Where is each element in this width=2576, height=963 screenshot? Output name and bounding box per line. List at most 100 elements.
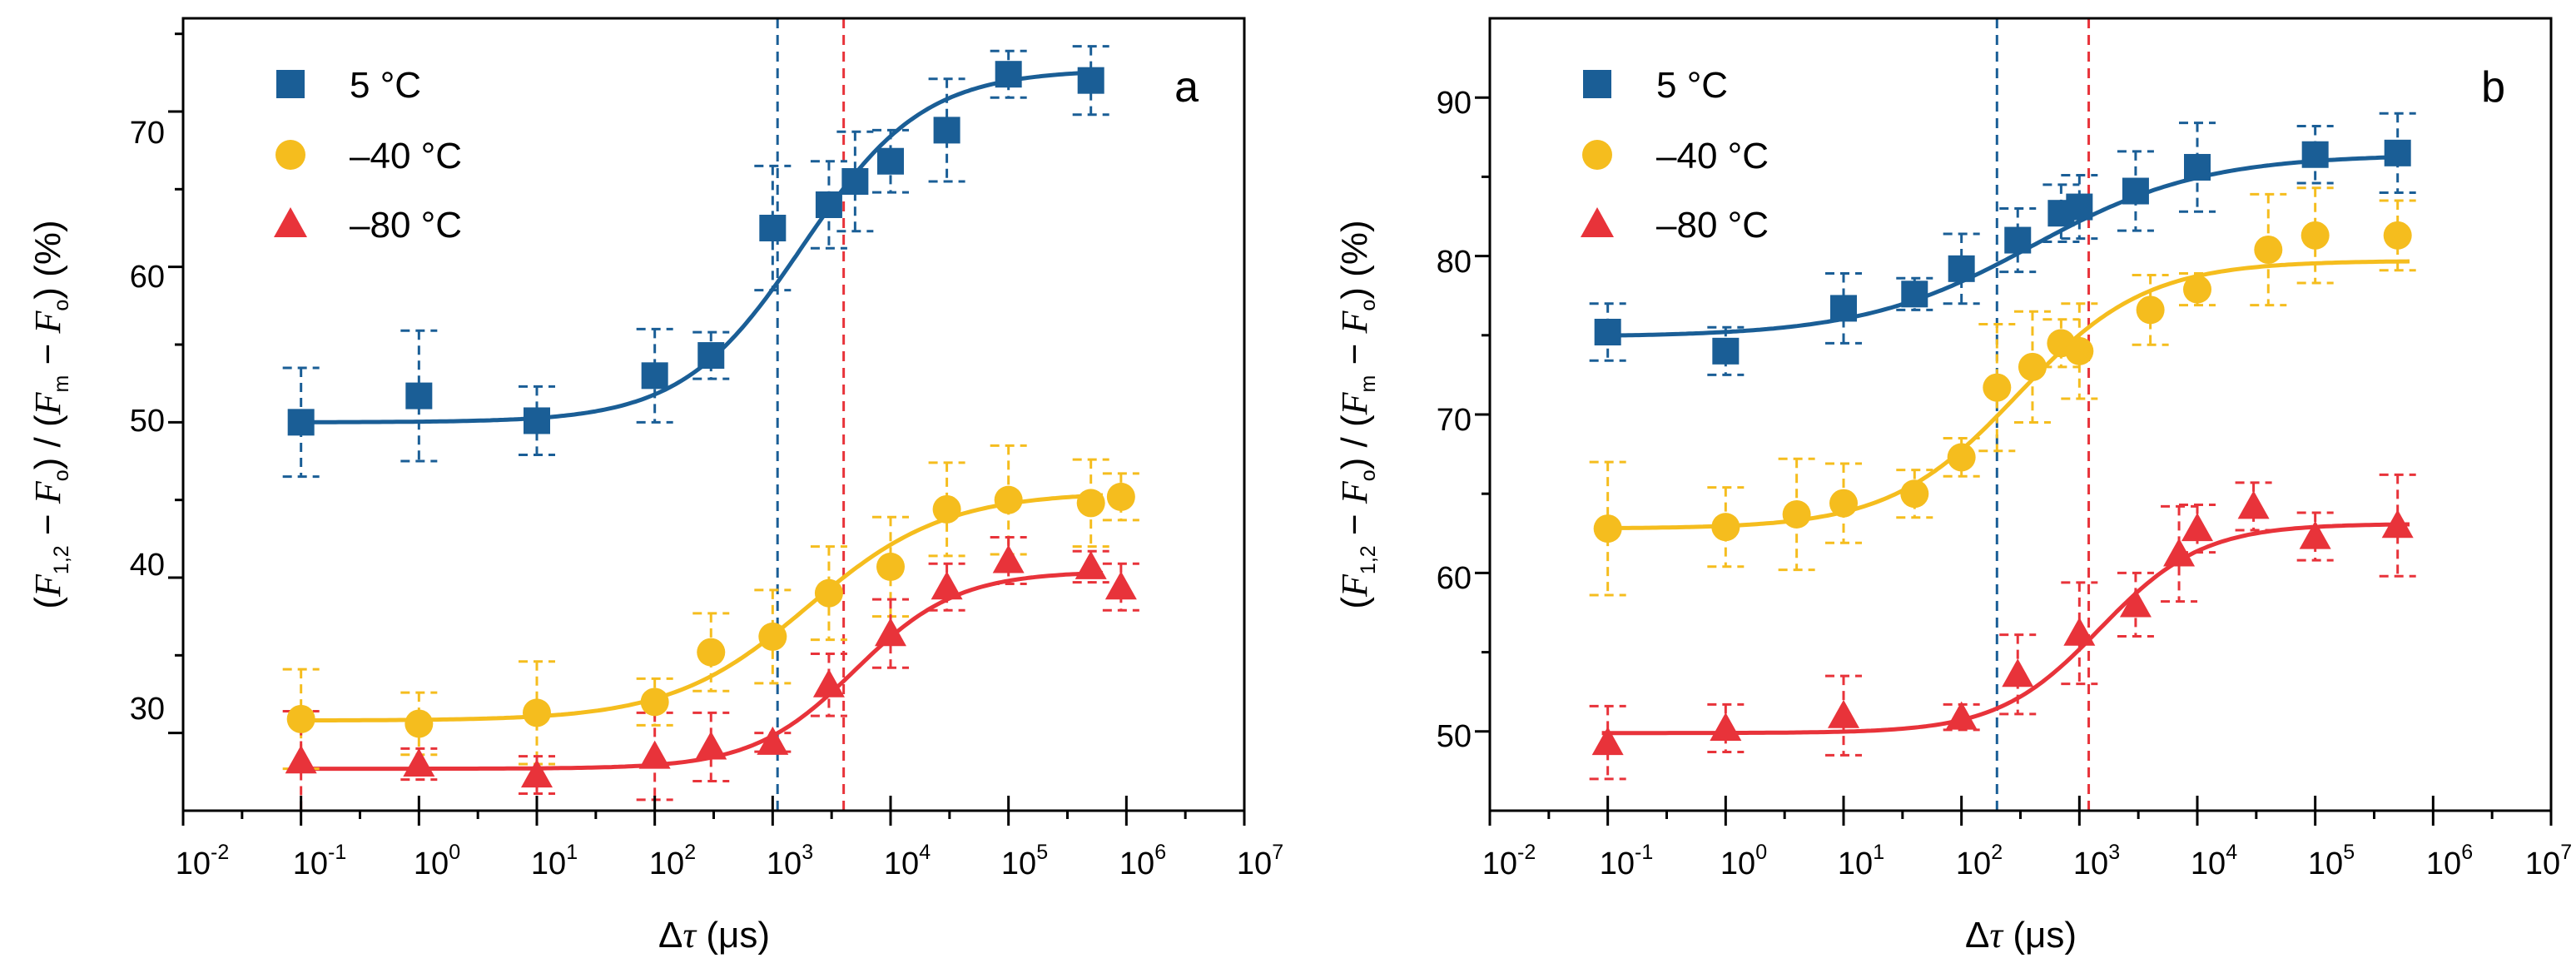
data-point: [2066, 193, 2093, 221]
data-point: [2163, 538, 2196, 567]
data-point: [1828, 699, 1859, 728]
legend-marker: [275, 140, 305, 170]
data-point: [1106, 482, 1135, 511]
data-point: [640, 688, 669, 717]
y-tick-labels: 50 60 70 80 90: [1437, 86, 1472, 754]
data-point: [841, 168, 869, 195]
fit-curve: [1601, 522, 2410, 736]
data-point: [1830, 295, 1857, 322]
x-tick-label: 106: [2426, 841, 2473, 881]
data-point: [1983, 373, 2012, 402]
data-point: [2136, 295, 2165, 325]
data-point: [405, 709, 434, 738]
y-tick-label: 70: [1437, 403, 1472, 438]
data-point: [2119, 588, 2152, 618]
data-point: [1945, 701, 1978, 730]
data-point: [697, 638, 726, 667]
data-point: [2002, 658, 2034, 688]
x-tick-label: 102: [649, 841, 696, 881]
x-axis-title: Δτ (μs): [1965, 915, 2077, 956]
data-point: [523, 698, 551, 727]
legend-label: 5 °C: [350, 65, 421, 106]
y-tick-label: 30: [130, 692, 165, 727]
legend: 5 °C –40 °C –80 °C: [274, 65, 462, 246]
fit-curves: [295, 70, 1104, 772]
x-tick-label: 10-1: [1600, 841, 1654, 881]
panel-letter: b: [2481, 63, 2505, 112]
data-point: [875, 618, 906, 647]
data-point: [2254, 235, 2283, 264]
data-point: [287, 409, 315, 436]
x-tick-label: 101: [531, 841, 578, 881]
data-point: [2299, 520, 2331, 549]
axis-ticks: [168, 32, 1246, 826]
y-axis-title: (F1,2 − Fo) / (Fm − Fo) (%): [27, 220, 73, 608]
data-point: [1075, 550, 1107, 579]
data-point: [524, 407, 550, 434]
data-point: [1948, 255, 1975, 282]
data-point: [2301, 141, 2329, 168]
data-point: [285, 745, 317, 774]
legend-label: –40 °C: [1656, 136, 1769, 176]
data-point: [638, 740, 671, 769]
y-tick-label: 40: [130, 548, 165, 583]
y-tick-label: 50: [1437, 719, 1472, 754]
x-tick-labels: 10-2 10-1 100 101 102 103 104 105 106 10…: [1482, 841, 2572, 881]
x-tick-label: 104: [2191, 841, 2237, 881]
legend-label: –40 °C: [350, 136, 462, 176]
data-point: [697, 342, 725, 370]
legend-marker: [274, 207, 307, 237]
x-tick-label: 10-2: [1482, 841, 1536, 881]
axis-ticks: [1475, 96, 2553, 826]
fit-curve: [295, 570, 1104, 772]
data-point: [2183, 275, 2211, 304]
fit-curve: [295, 493, 1104, 723]
plot-frame: [181, 17, 1246, 812]
legend-marker: [1582, 140, 1612, 170]
data-point: [1076, 489, 1105, 518]
data-point: [1712, 337, 1740, 365]
data-point: [2301, 221, 2330, 250]
data-point: [877, 147, 904, 175]
reference-lines: [1995, 18, 2091, 811]
data-point: [931, 571, 963, 600]
data-point: [815, 191, 842, 218]
data-point: [992, 544, 1025, 573]
y-tick-label: 80: [1437, 245, 1472, 280]
y-tick-label: 90: [1437, 86, 1472, 121]
legend-marker: [276, 70, 305, 98]
data-point: [1591, 727, 1624, 756]
x-tick-label: 10-2: [176, 841, 230, 881]
x-tick-label: 105: [1001, 841, 1048, 881]
data-point: [2381, 509, 2414, 539]
data-point: [2018, 352, 2047, 381]
panel-b: 50 60 70 80 90 10-2 10-1 100 101 102 103…: [1334, 17, 2572, 956]
x-tick-label: 107: [2525, 841, 2572, 881]
data-point: [932, 494, 961, 524]
x-tick-label: 104: [884, 841, 931, 881]
data-point: [2122, 177, 2149, 205]
x-tick-label: 107: [1237, 841, 1283, 881]
x-tick-label: 102: [1956, 841, 2003, 881]
y-tick-labels: 30 40 50 60 70: [130, 116, 165, 727]
x-tick-label: 100: [1720, 841, 1767, 881]
legend: 5 °C –40 °C –80 °C: [1581, 65, 1769, 246]
x-tick-label: 105: [2308, 841, 2355, 881]
data-point: [403, 748, 435, 777]
x-tick-labels: 10-2 10-1 100 101 102 103 104 105 106 10…: [176, 841, 1283, 881]
data-point: [1900, 479, 1929, 509]
data-point: [933, 117, 960, 144]
data-point: [695, 731, 727, 760]
data-point: [2237, 490, 2270, 519]
data-point: [2184, 153, 2211, 181]
data-point: [757, 726, 789, 755]
y-tick-label: 50: [130, 404, 165, 439]
x-tick-label: 103: [767, 841, 813, 881]
data-point: [2383, 221, 2412, 250]
data-point: [2181, 513, 2213, 542]
legend-marker: [1583, 70, 1611, 98]
data-point: [1901, 280, 1928, 308]
data-point: [405, 382, 433, 410]
data-point: [1594, 318, 1621, 345]
x-tick-label: 103: [2073, 841, 2120, 881]
